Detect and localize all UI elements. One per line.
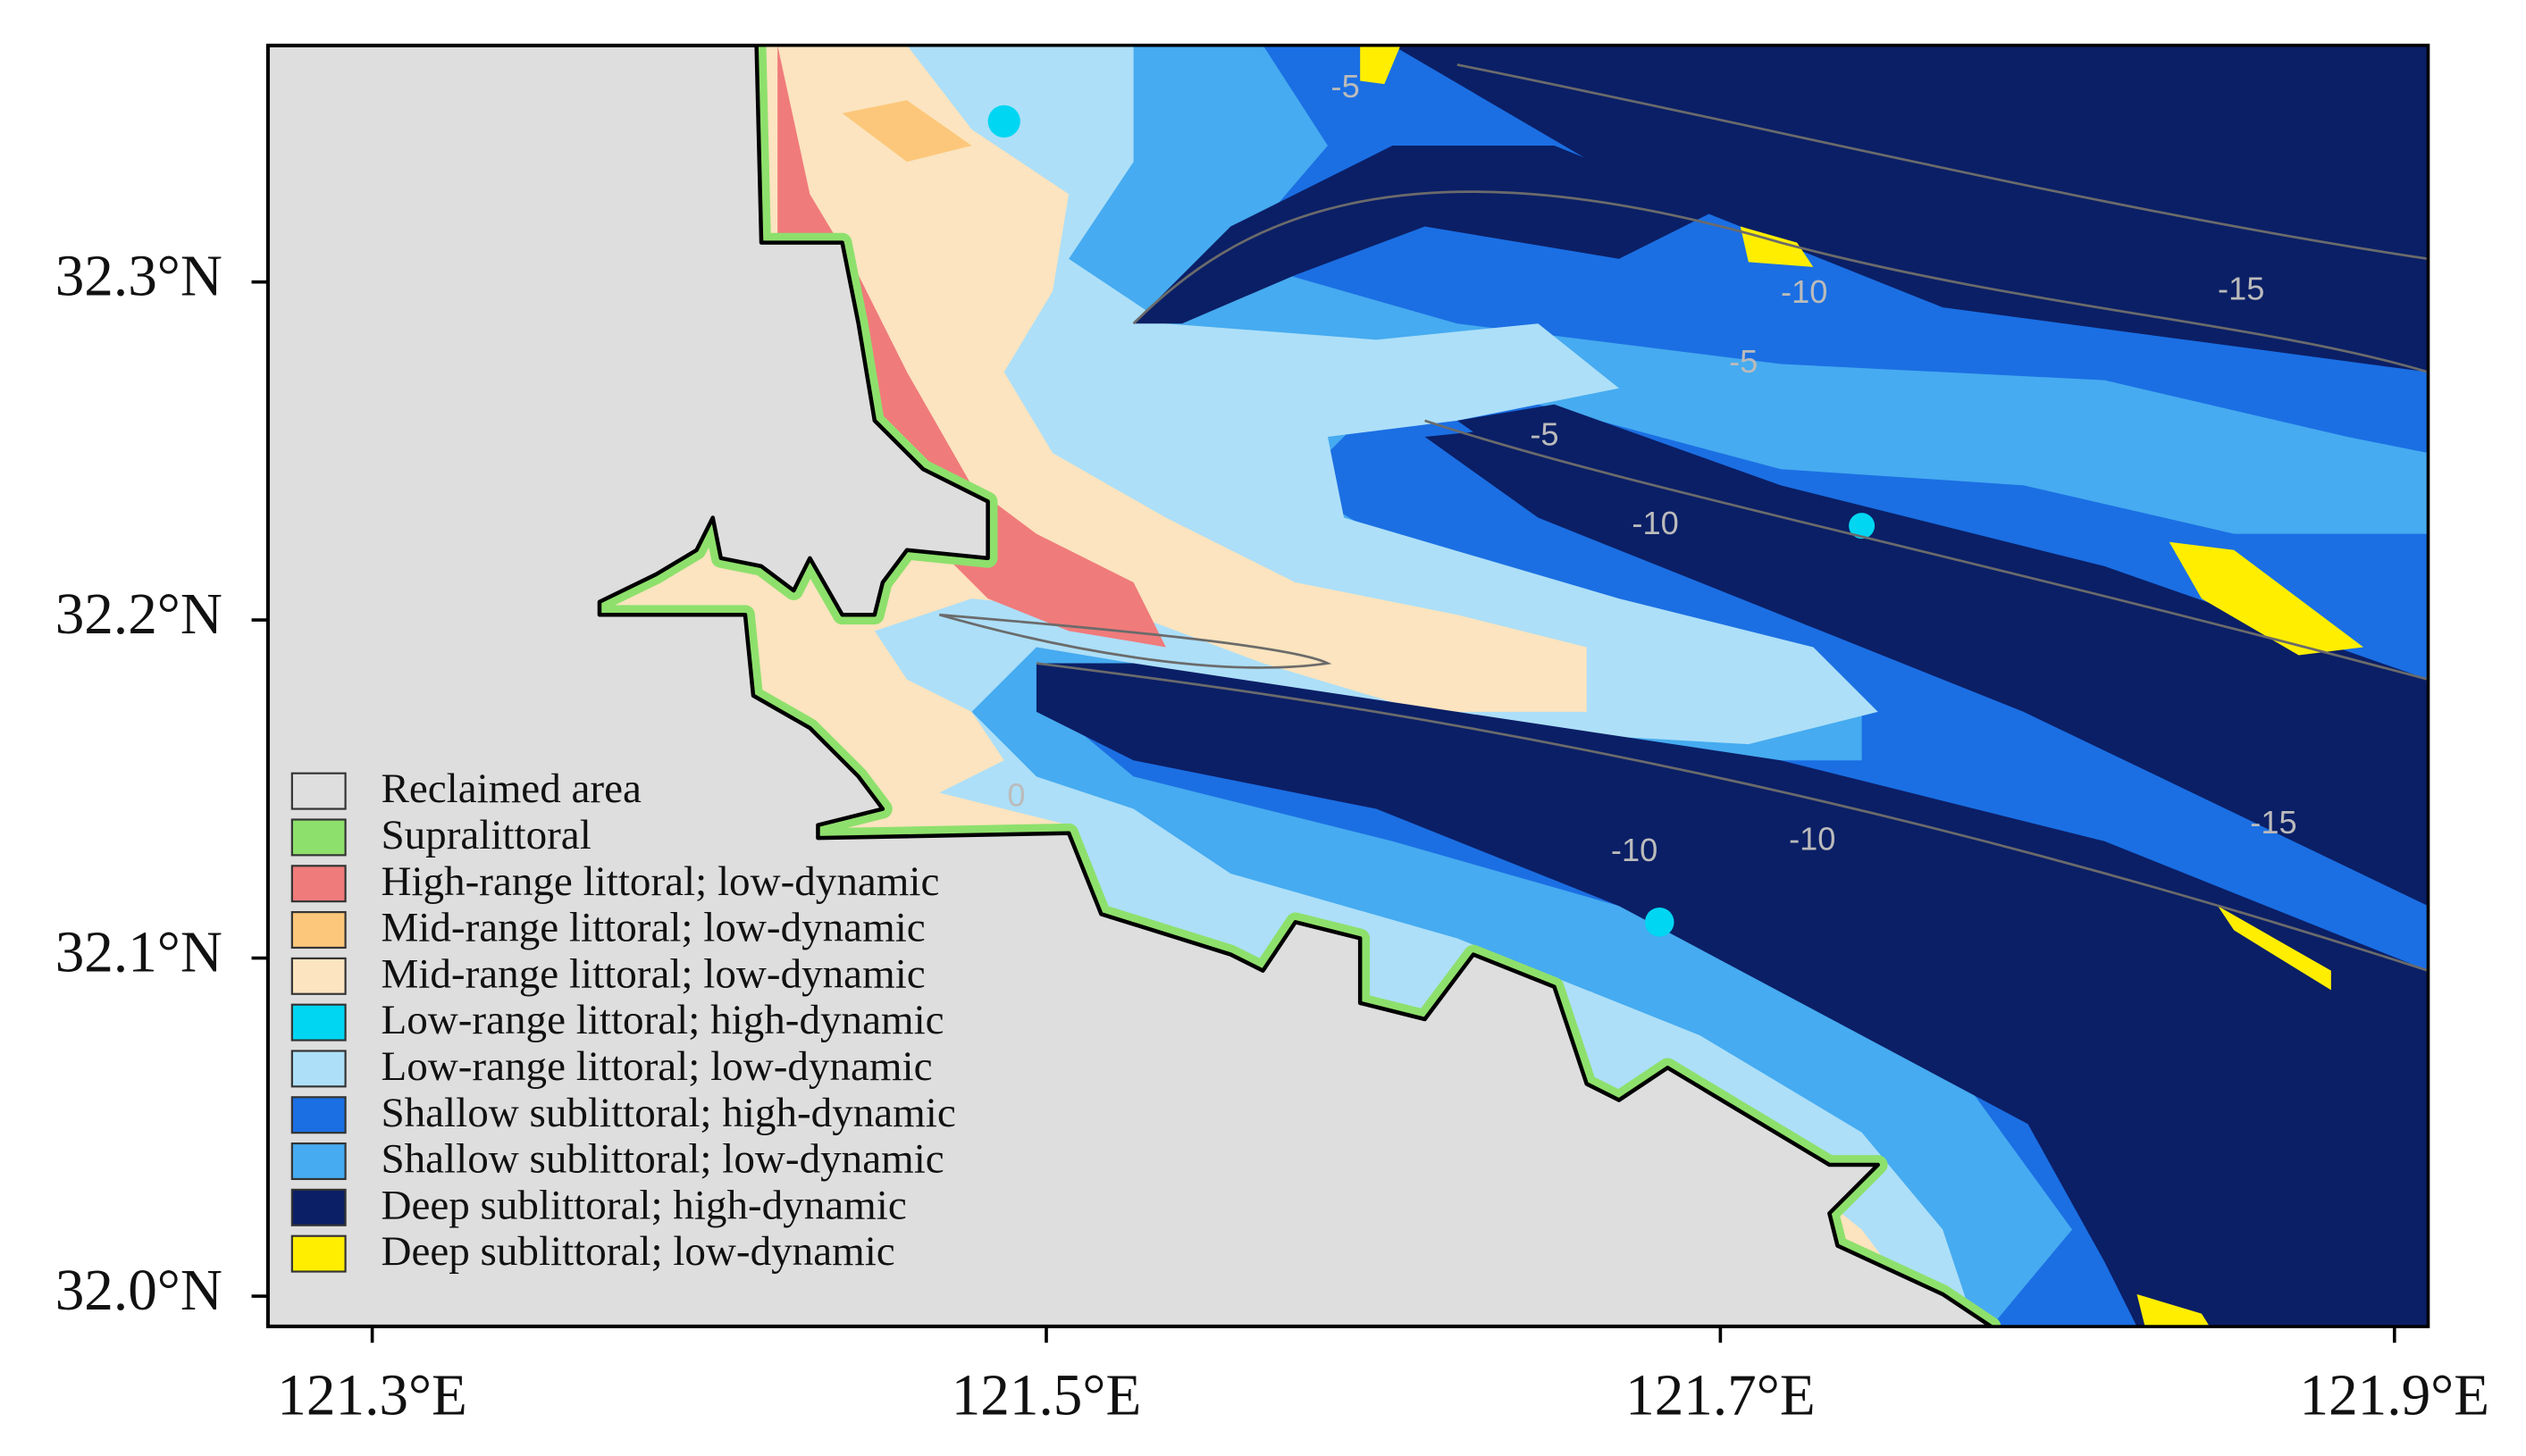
contour-label: -10: [1611, 832, 1657, 868]
deep-channel: [1133, 146, 1716, 324]
deep-channel: [1036, 663, 2429, 1327]
deep-low-patch: [2169, 541, 2364, 656]
legend-label: Deep sublittoral; high-dynamic: [381, 1182, 906, 1228]
contour-line: [938, 613, 1332, 669]
legend-label: Shallow sublittoral; low-dynamic: [381, 1136, 944, 1183]
low-high-patch: [987, 105, 1020, 138]
contour-label: -10: [1781, 273, 1827, 310]
contour-line: [1424, 419, 2429, 681]
legend-label: Supralittoral: [381, 812, 591, 858]
legend-swatch: [290, 911, 347, 950]
x-tick-label: 121.7°E: [1625, 1363, 1816, 1427]
contour-label: 0: [1007, 776, 1025, 813]
legend-label: Low-range littoral; high-dynamic: [381, 997, 944, 1043]
legend-label: Low-range littoral; low-dynamic: [381, 1043, 932, 1090]
map-area: -5 -10 -15 -5 -5 -10 -10 -10 -15 0: [267, 45, 2429, 1327]
contour-label: -5: [1729, 343, 1758, 380]
legend-label: High-range littoral; low-dynamic: [381, 858, 939, 905]
legend-label: Mid-range littoral; low-dynamic: [381, 950, 925, 997]
low-high-patch: [1849, 513, 1876, 540]
legend-label: Deep sublittoral; low-dynamic: [381, 1228, 894, 1275]
legend-label: Shallow sublittoral; high-dynamic: [381, 1090, 955, 1136]
legend-swatch: [290, 1234, 347, 1273]
contour-line: [1456, 63, 2429, 261]
legend-swatch: [290, 772, 347, 810]
reclaimed-land: [267, 45, 1993, 1327]
legend-label: Reclaimed area: [381, 766, 642, 812]
deep-channel: [1456, 404, 2429, 761]
low-high-patch: [1644, 908, 1674, 937]
legend-swatch: [290, 818, 347, 857]
deep-low-patch: [1360, 45, 1401, 85]
x-tick-label: 121.3°E: [277, 1363, 467, 1427]
y-tick-label: 32.0°N: [55, 1259, 222, 1323]
legend-swatch: [290, 1003, 347, 1042]
contour-label: -10: [1632, 505, 1678, 541]
y-tick-label: 32.2°N: [55, 582, 222, 647]
map-frame: [265, 43, 2430, 1328]
legend-swatch: [290, 865, 347, 903]
contour-line: [1036, 662, 2429, 972]
contour-label: -10: [1789, 820, 1835, 857]
legend-swatch: [290, 1142, 347, 1181]
y-tick-label: 32.1°N: [55, 921, 222, 985]
x-tick-label: 121.9°E: [2299, 1363, 2489, 1427]
deep-low-patch: [2136, 1293, 2210, 1327]
x-tick-label: 121.5°E: [952, 1363, 1142, 1427]
contour-label: -5: [1530, 416, 1558, 453]
legend-swatch: [290, 1096, 347, 1134]
contour-label: -5: [1331, 68, 1360, 105]
legend-label: Mid-range littoral; low-dynamic: [381, 905, 925, 951]
legend-swatch: [290, 957, 347, 995]
contour-label: -15: [2250, 804, 2296, 841]
legend-swatch: [290, 1050, 347, 1088]
y-tick-label: 32.3°N: [55, 245, 222, 309]
contour-label: -15: [2218, 271, 2264, 307]
legend-swatch: [290, 1188, 347, 1226]
deep-low-patch: [2218, 906, 2331, 991]
contour-line: [1132, 190, 2429, 373]
mid-littoral-high-zone: [842, 100, 972, 163]
